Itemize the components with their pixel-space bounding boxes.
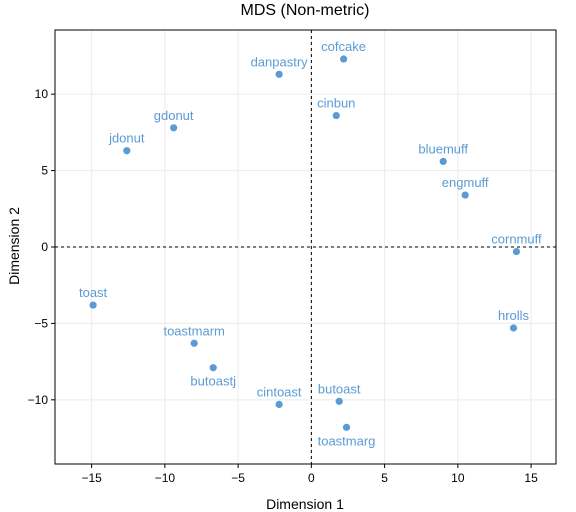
data-point (461, 191, 469, 199)
data-point (339, 55, 348, 63)
grid-lines (55, 30, 556, 464)
data-point (190, 339, 198, 347)
point-label: cofcake (321, 39, 366, 54)
data-points: cofcake danpastry cinbun gdonut jdonut bluemu… (79, 39, 542, 448)
point-label: cornmuff (491, 232, 542, 247)
y-tick-label: −5 (34, 316, 48, 330)
x-tick-label: −5 (231, 471, 245, 485)
x-tick-label: 10 (451, 471, 465, 485)
data-point (439, 157, 447, 166)
data-point (89, 301, 97, 309)
point-label: butoast (318, 381, 361, 396)
data-point (275, 70, 283, 78)
x-tick-label: 0 (308, 471, 315, 485)
point-label: bluemuff (418, 141, 468, 156)
point-label: cintoast (257, 384, 302, 399)
point-label: hrolls (498, 308, 530, 323)
y-tick-label: 5 (41, 164, 48, 178)
y-axis-label: Dimension 2 (6, 207, 22, 285)
data-point (342, 423, 351, 431)
data-point (209, 364, 217, 372)
x-tick-label: 5 (381, 471, 388, 485)
point-label: gdonut (154, 108, 194, 123)
point-label: butoastj (190, 374, 236, 389)
y-tick-label: −10 (28, 393, 49, 407)
data-point (123, 147, 131, 155)
point-label: toast (79, 285, 108, 300)
point-label: jdonut (108, 131, 145, 146)
point-label: toastmarg (318, 433, 376, 448)
data-point (170, 124, 178, 132)
point-label: cinbun (317, 96, 355, 111)
x-tick-label: −10 (155, 471, 176, 485)
x-tick-label: 15 (524, 471, 538, 485)
y-tick-label: 0 (41, 240, 48, 254)
x-tick-label: −15 (81, 471, 102, 485)
data-point (335, 397, 343, 405)
y-tick-label: 10 (35, 87, 49, 101)
x-axis-label: Dimension 1 (266, 496, 344, 512)
data-point (332, 111, 340, 120)
point-label: danpastry (251, 54, 309, 69)
point-label: engmuff (442, 175, 489, 190)
data-point (275, 400, 283, 409)
point-label: toastmarm (163, 323, 224, 338)
chart-title: MDS (Non-metric) (241, 2, 370, 19)
axis-ticks: −15 −10 −5 0 5 10 15 −10 −5 0 5 10 (28, 87, 538, 485)
reference-lines (55, 30, 556, 464)
data-point (512, 247, 521, 256)
data-point (509, 324, 518, 332)
